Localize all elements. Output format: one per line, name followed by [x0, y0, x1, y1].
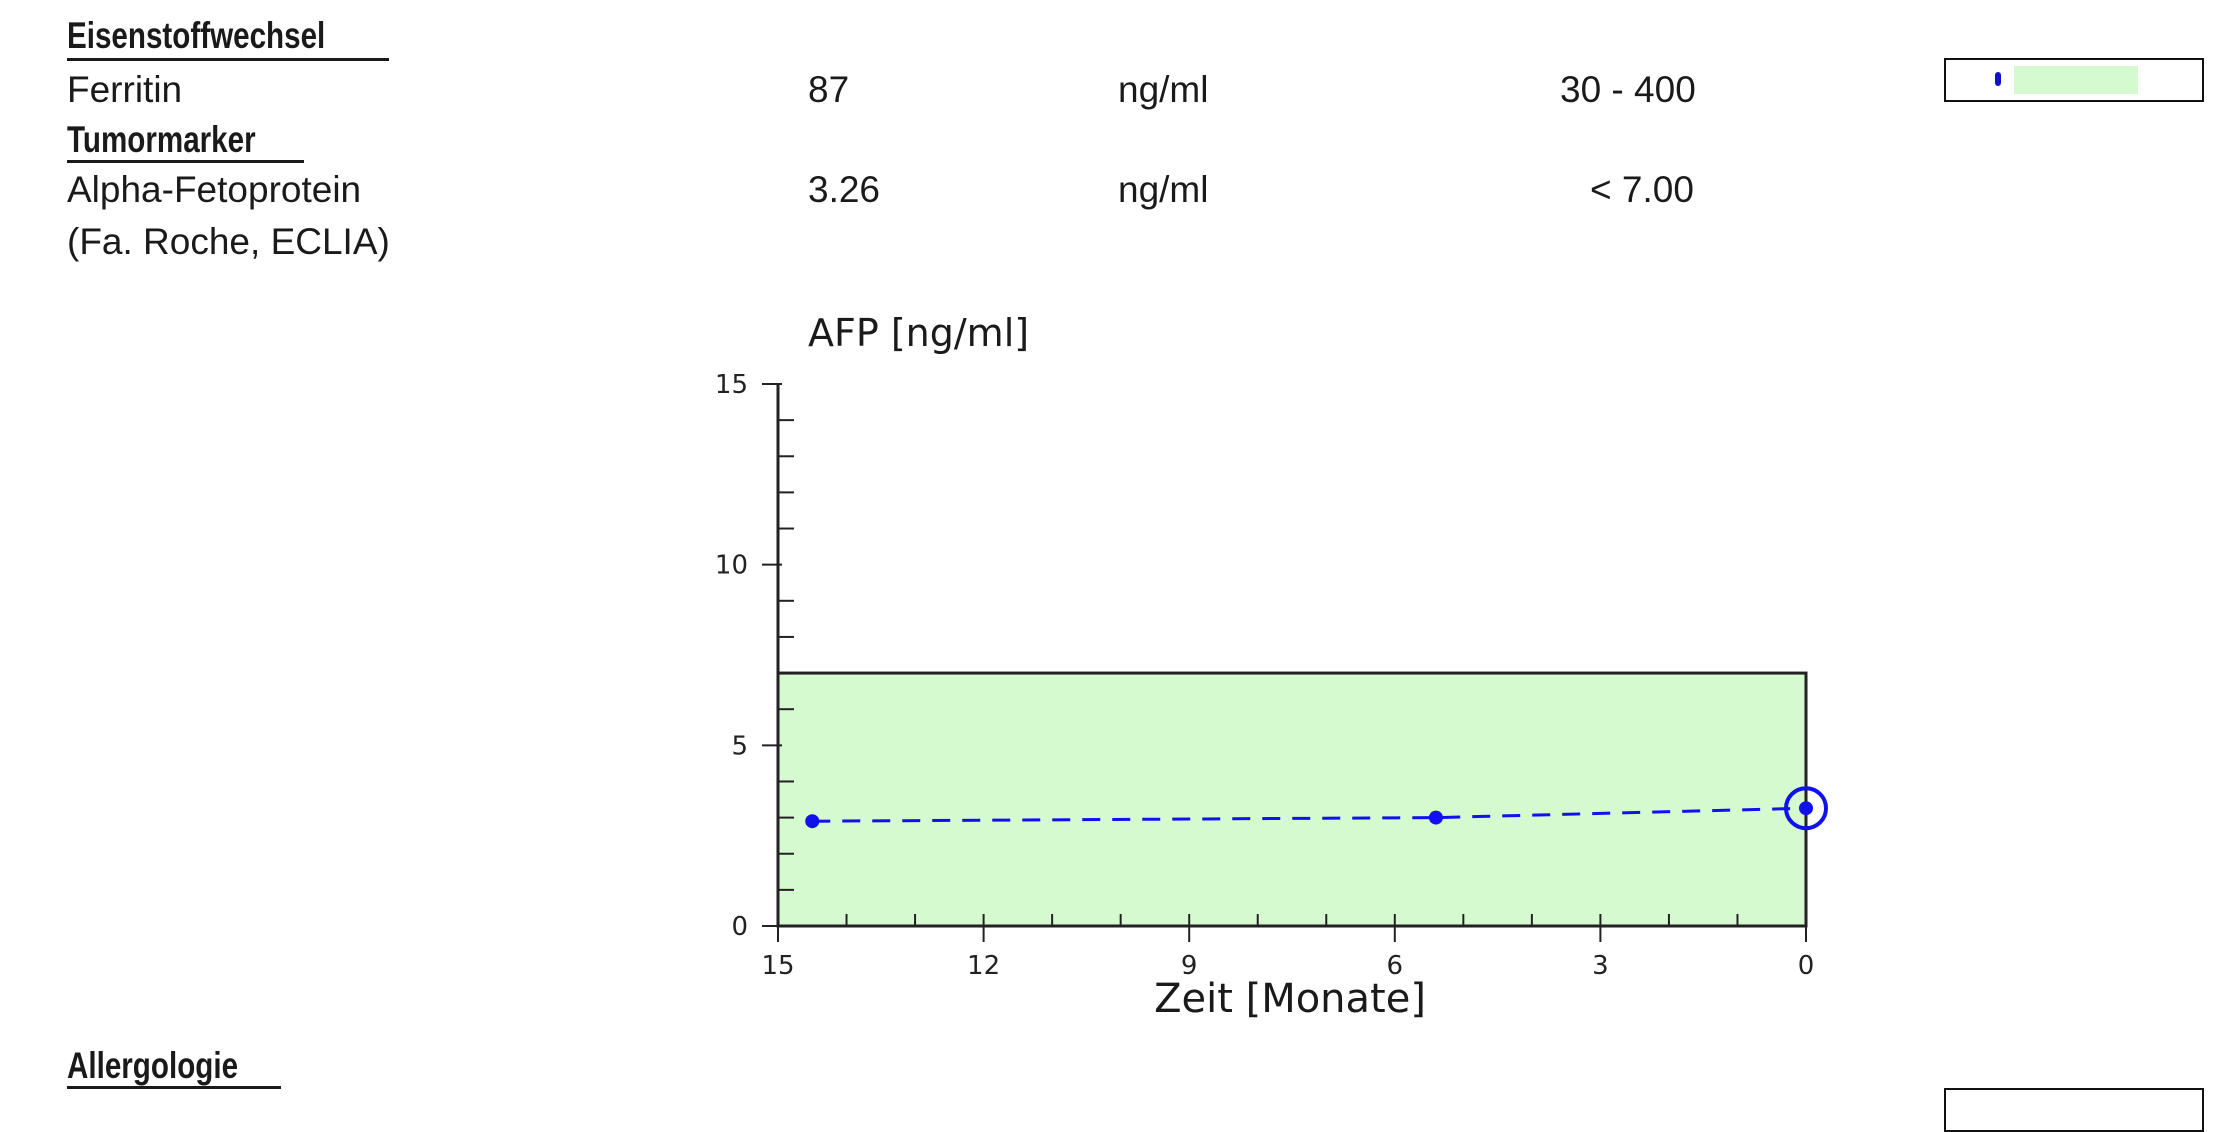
range-indicator-marker: [1995, 72, 2001, 86]
data-point: [805, 814, 820, 829]
current-value-marker: [1784, 786, 1828, 831]
x-tick-label: 9: [1181, 951, 1198, 981]
y-tick-label: 0: [731, 912, 748, 942]
x-tick-label: 6: [1387, 951, 1404, 981]
x-tick-label: 12: [967, 951, 1000, 981]
section-heading-underline: [67, 58, 389, 61]
y-tick-label: 15: [715, 370, 748, 400]
y-tick-label: 10: [715, 551, 748, 581]
row-range-ferritin: 30 - 400: [1560, 69, 1696, 110]
row-value-ferritin: 87: [808, 69, 850, 110]
afp-trend-chart: AFP [ng/ml] Zeit [Monate] 15 10 5 0 15 12 9 6 3 0: [715, 311, 1828, 1022]
row-value-afp: 3.26: [808, 169, 881, 210]
data-point: [1799, 801, 1813, 816]
section-heading-underline: [67, 1086, 281, 1089]
section-heading-iron: Eisenstoffwechsel: [67, 15, 326, 56]
series-line: [812, 806, 1807, 823]
x-tick-label: 15: [761, 951, 794, 981]
row-name-ferritin: Ferritin: [67, 69, 183, 110]
section-heading-allergy: Allergologie: [67, 1045, 239, 1086]
section-heading-tumor: Tumormarker: [67, 119, 256, 160]
chart-x-axis-label: Zeit [Monate]: [1154, 976, 1426, 1022]
chart-title: AFP [ng/ml]: [808, 311, 1029, 355]
y-tick-label: 5: [731, 731, 748, 761]
x-tick-label: 3: [1592, 951, 1609, 981]
row-unit-ferritin: ng/ml: [1118, 69, 1209, 110]
section-heading-underline: [67, 160, 304, 163]
x-tick-label: 0: [1798, 951, 1815, 981]
range-indicator-ferritin: [1944, 58, 2204, 102]
row-method-afp: (Fa. Roche, ECLIA): [67, 221, 390, 262]
data-point: [1428, 810, 1443, 825]
row-name-afp: Alpha-Fetoprotein: [67, 169, 362, 210]
row-range-afp: < 7.00: [1590, 169, 1694, 210]
row-unit-afp: ng/ml: [1118, 169, 1209, 210]
range-indicator-next: [1944, 1088, 2204, 1132]
range-indicator-normal-band: [2014, 66, 2138, 94]
reference-range-band: [776, 671, 1808, 928]
